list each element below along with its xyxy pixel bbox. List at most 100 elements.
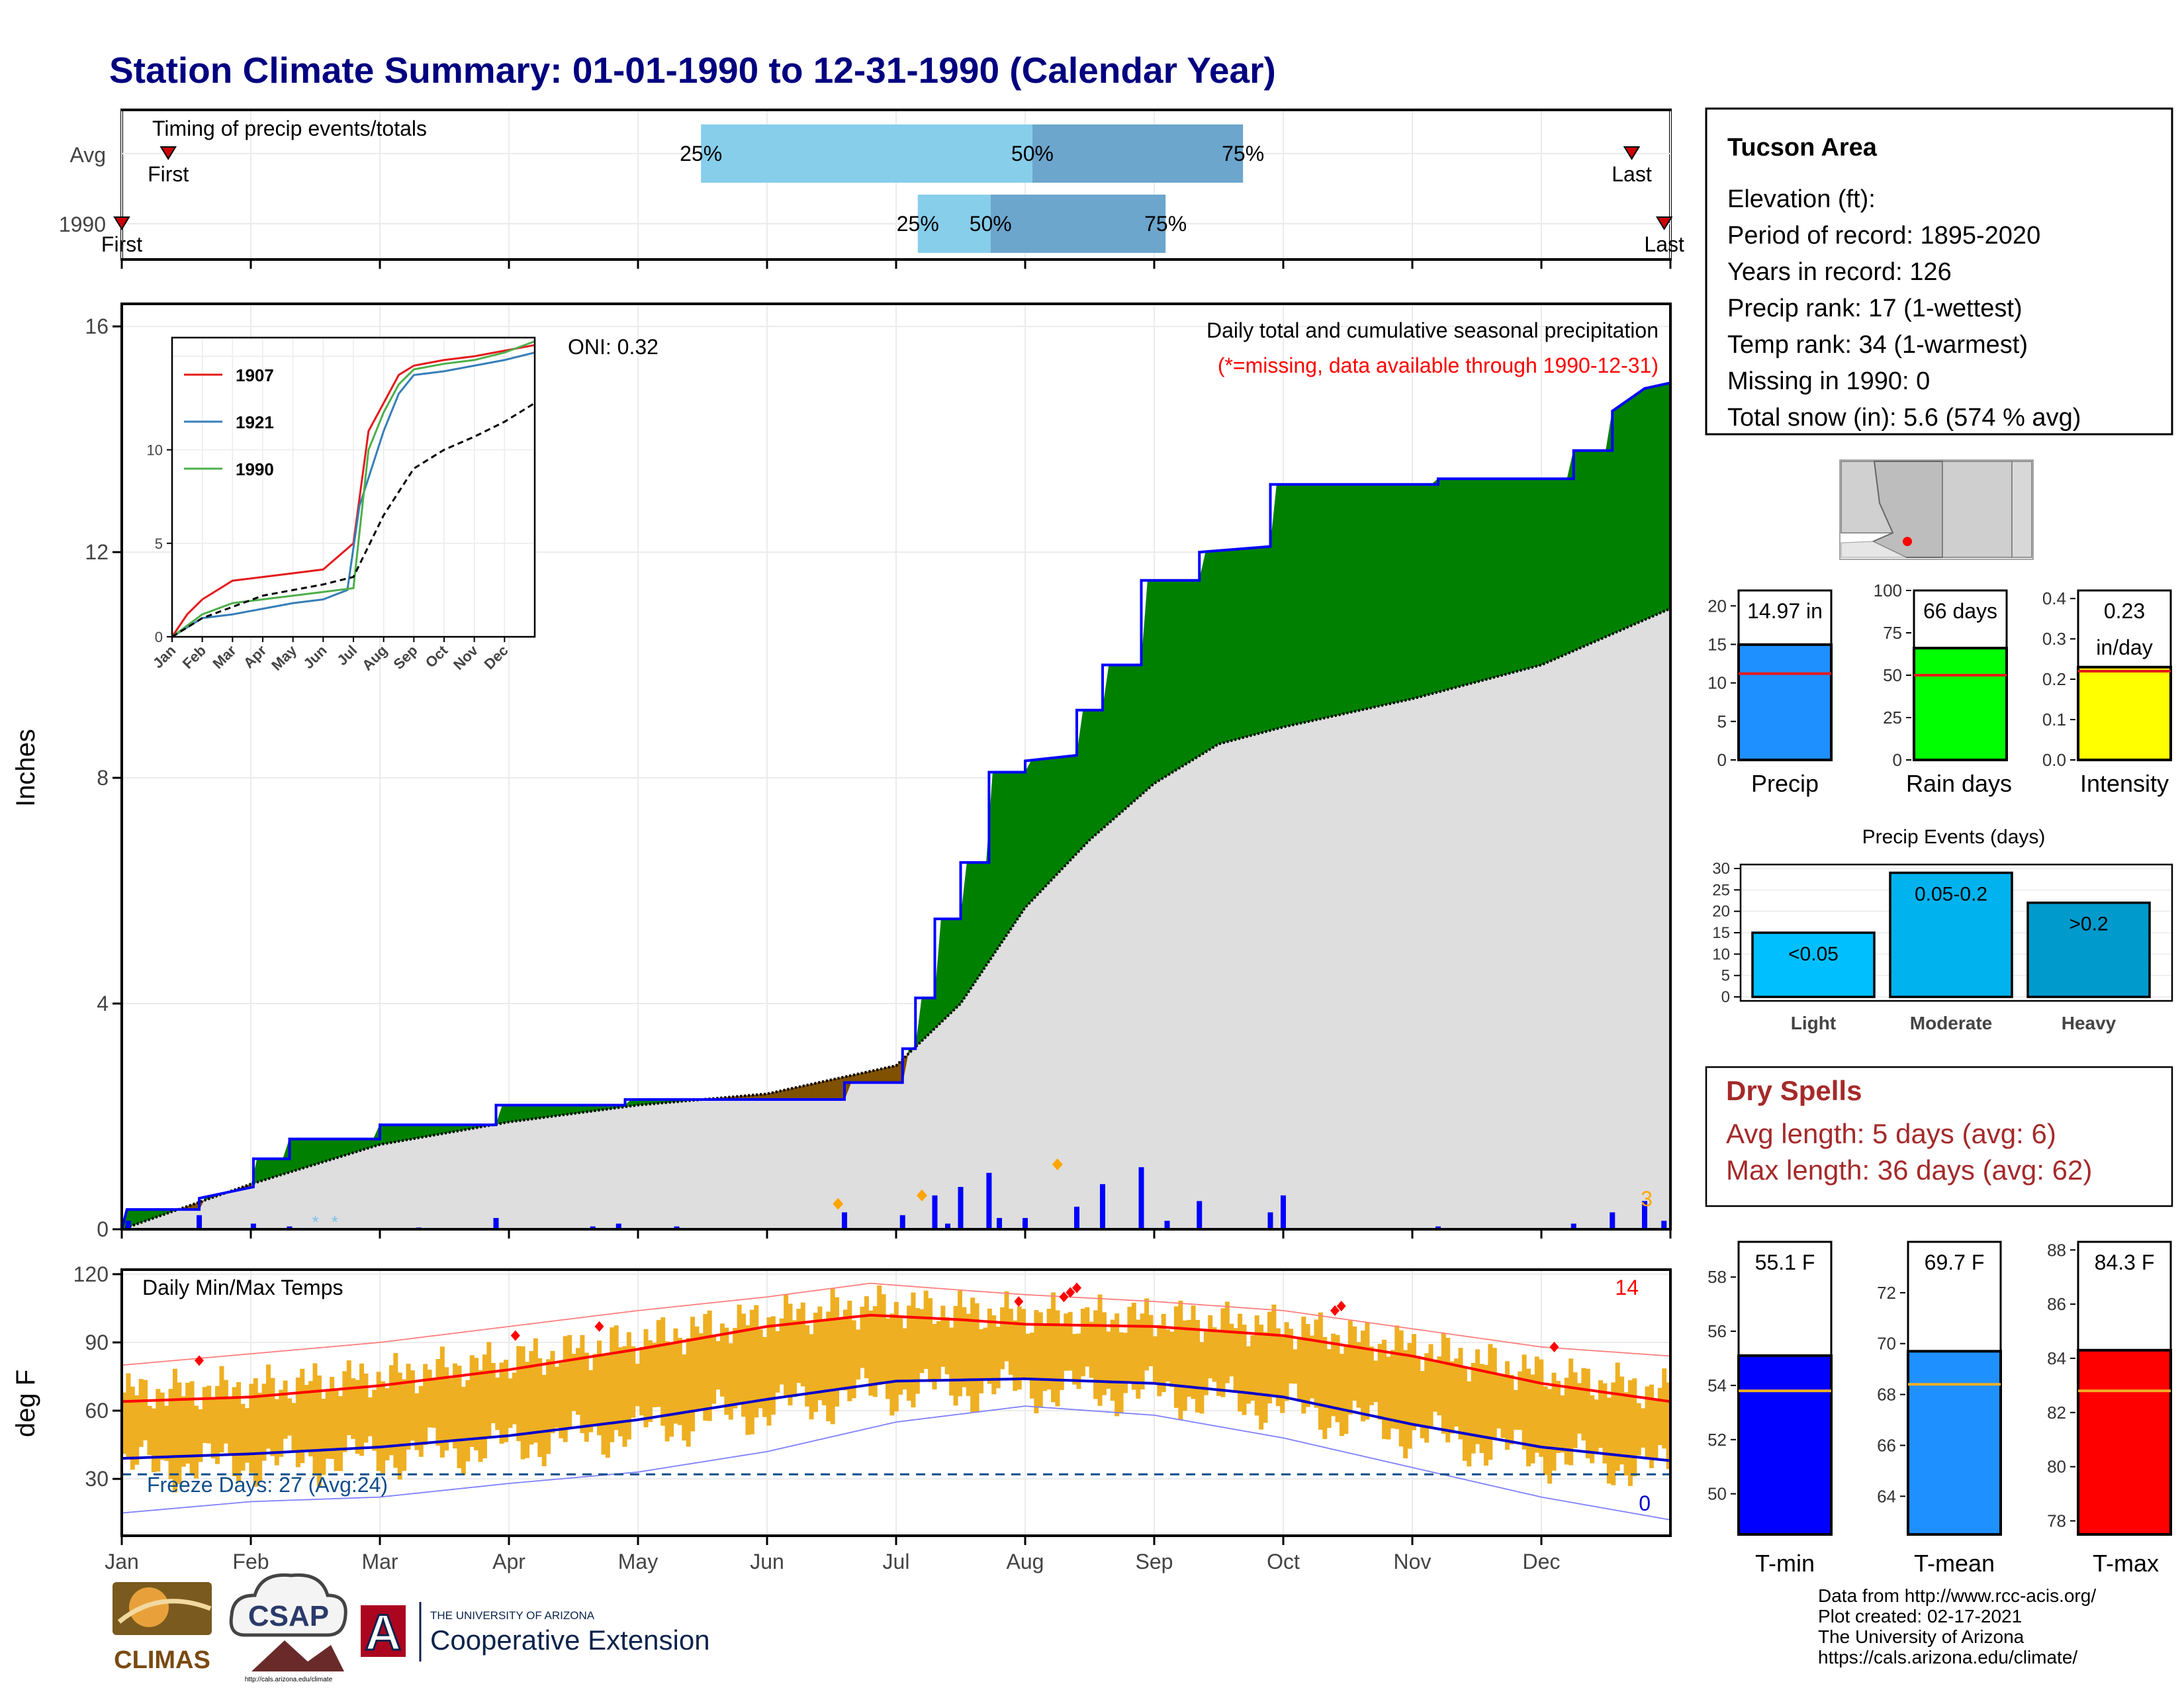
daily-temp-range-bar: [1394, 1325, 1400, 1429]
daily-temp-range-bar: [1365, 1323, 1370, 1420]
events-frame: [1739, 863, 2173, 1002]
rank-precip-y-tick-label: 5: [1717, 712, 1727, 731]
daily-temp-range-bar: [1627, 1380, 1633, 1486]
daily-temp-range-bar: [257, 1393, 263, 1482]
daily-temp-range-bar: [1013, 1320, 1018, 1391]
daily-temp-range-bar: [754, 1305, 759, 1418]
precip-departure-strip: [818, 1080, 826, 1100]
daily-temp-range-bar: [1275, 1328, 1281, 1407]
daily-temp-range-bar: [660, 1317, 666, 1426]
precip-departure-strip: [1038, 758, 1045, 895]
month-label: Jul: [883, 1550, 910, 1573]
daily-temp-range-bar: [279, 1389, 284, 1457]
first-marker-icon: [159, 146, 177, 160]
daily-temp-range-bar: [291, 1403, 296, 1452]
daily-temp-range-bar: [885, 1318, 890, 1399]
precip-departure-strip: [1334, 484, 1342, 716]
tmean-bar: [1907, 1350, 2002, 1536]
precip-departure-strip: [1560, 478, 1568, 657]
daily-temp-range-bar: [707, 1310, 712, 1421]
daily-temp-range-bar: [321, 1399, 326, 1476]
tmean-y-tick-label: 64: [1877, 1486, 1896, 1506]
precip-departure-strip: [1289, 484, 1297, 726]
daily-temp-range-bar: [1314, 1319, 1319, 1408]
temp-range-bars: [122, 1285, 1671, 1493]
events-y-tick-label: 15: [1712, 924, 1730, 942]
precip-departure-strip: [1541, 478, 1549, 666]
month-label: Oct: [1267, 1550, 1300, 1573]
timing-p50-label: 50%: [970, 212, 1012, 236]
timing-bar-upper: [1032, 124, 1244, 183]
daily-temp-range-bar: [490, 1363, 496, 1423]
record-high-marker: [1549, 1341, 1559, 1352]
daily-temp-range-bar: [698, 1333, 704, 1410]
daily-temp-range-bar: [482, 1354, 487, 1459]
daily-temp-range-bar: [1182, 1320, 1187, 1411]
heavy-event-marker: [917, 1189, 927, 1201]
precip-departure-strip: [1250, 547, 1258, 736]
daily-temp-range-bar: [1560, 1395, 1565, 1453]
daily-temp-range-bar: [1021, 1309, 1026, 1378]
daily-temp-range-bar: [1326, 1349, 1332, 1429]
precip-departure-strip: [1360, 484, 1368, 711]
daily-temp-range-bar: [631, 1346, 636, 1418]
rank-raindays-y-tick-label: 50: [1883, 665, 1902, 685]
daily-temp-range-bar: [826, 1311, 831, 1422]
credit-line-url: https://cals.arizona.edu/climate/: [1818, 1647, 2077, 1667]
precip-departure-strip: [1399, 484, 1406, 702]
month-label: Mar: [361, 1550, 398, 1573]
daily-temp-range-bar: [1178, 1300, 1183, 1421]
daily-temp-range-bar: [414, 1393, 420, 1450]
daily-temp-range-bar: [308, 1381, 314, 1457]
temp-y-axis: 30 60 90 120: [73, 1262, 122, 1491]
timing-label: Timing of precip events/totals: [152, 117, 427, 140]
precip-departure-strip: [1024, 760, 1032, 909]
daily-temp-range-bar: [372, 1389, 377, 1451]
daily-temp-range-bar: [1569, 1358, 1574, 1466]
precip-departure-strip: [805, 1084, 813, 1100]
daily-temp-range-bar: [962, 1307, 967, 1387]
tmin-label: T-min: [1755, 1550, 1815, 1577]
precip-departure-strip: [1199, 551, 1206, 757]
daily-temp-range-bar: [1025, 1333, 1030, 1380]
daily-temp-range-bar: [805, 1325, 810, 1407]
precip-departure-strip: [1231, 548, 1239, 741]
station-marker: [1903, 537, 1912, 546]
record-high-marker: [1059, 1291, 1069, 1303]
events-bar-moderate: [1889, 871, 2013, 998]
daily-temp-range-bar: [919, 1309, 925, 1374]
daily-temp-range-bar: [274, 1399, 279, 1466]
precip-departure-strip: [1205, 551, 1213, 753]
rank-raindays-value-label: 66 days: [1923, 599, 1997, 623]
daily-temp-range-bar: [1504, 1361, 1510, 1450]
precip-departure-strip: [1431, 478, 1439, 694]
info-box: Tucson Area Elevation (ft): Period of re…: [1705, 107, 2173, 436]
timing-bar-lower: [917, 195, 991, 253]
daily-temp-range-bar: [1424, 1353, 1430, 1443]
daily-temp-range-bar: [393, 1353, 398, 1468]
daily-temp-range-bar: [1369, 1346, 1374, 1405]
daily-precip-bar: [1074, 1206, 1079, 1229]
record-low-line: [121, 1405, 1671, 1521]
precip-departure-strip: [1050, 757, 1058, 882]
precip-departure-strip: [1515, 478, 1523, 673]
daily-temp-range-bar: [156, 1389, 161, 1472]
daily-temp-range-bar: [881, 1294, 886, 1383]
daily-precip-bar: [958, 1187, 964, 1229]
daily-temp-range-bar: [1335, 1335, 1340, 1423]
daily-temp-range-bar: [1373, 1360, 1379, 1402]
precip-departure-strip: [398, 1124, 406, 1142]
daily-temp-range-bar: [686, 1338, 691, 1447]
daily-temp-range-bar: [991, 1315, 997, 1395]
inset-series-1921: [171, 352, 535, 638]
daily-temp-range-bar: [1173, 1306, 1179, 1408]
daily-temp-range-bar: [728, 1343, 733, 1420]
daily-temp-range-bar: [1662, 1368, 1667, 1449]
inset-series-1990: [171, 340, 535, 638]
record-high-count: 14: [1615, 1276, 1639, 1299]
daily-temp-range-bar: [936, 1321, 941, 1379]
daily-temp-range-bar: [682, 1354, 687, 1441]
daily-temp-range-bar: [1547, 1389, 1553, 1484]
daily-temp-range-bar: [597, 1340, 602, 1436]
temp-y-tick-label: 30: [85, 1467, 109, 1491]
